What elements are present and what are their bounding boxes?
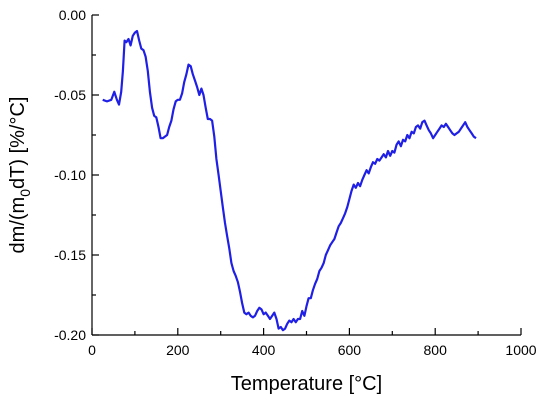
x-tick-label: 0 bbox=[88, 342, 96, 358]
y-tick-label: 0.00 bbox=[59, 7, 86, 23]
x-axis-title: Temperature [°C] bbox=[231, 373, 382, 395]
x-axis: 0 200 400 600 800 1000 bbox=[88, 328, 537, 358]
series-line bbox=[102, 29, 477, 332]
y-tick-label: -0.15 bbox=[54, 247, 86, 263]
y-tick-label: -0.20 bbox=[54, 327, 86, 343]
x-tick-label: 200 bbox=[166, 342, 190, 358]
y-axis-title: dm/(m0dT) [%/°C] bbox=[7, 97, 33, 254]
x-tick-label: 1000 bbox=[505, 342, 536, 358]
x-tick-label: 800 bbox=[424, 342, 448, 358]
y-tick-label: -0.05 bbox=[54, 87, 86, 103]
plot-area bbox=[91, 15, 521, 336]
x-tick-label: 600 bbox=[338, 342, 362, 358]
y-axis: 0.00 -0.05 -0.10 -0.15 -0.20 bbox=[54, 7, 99, 343]
y-tick-label: -0.10 bbox=[54, 167, 86, 183]
x-tick-label: 400 bbox=[252, 342, 276, 358]
